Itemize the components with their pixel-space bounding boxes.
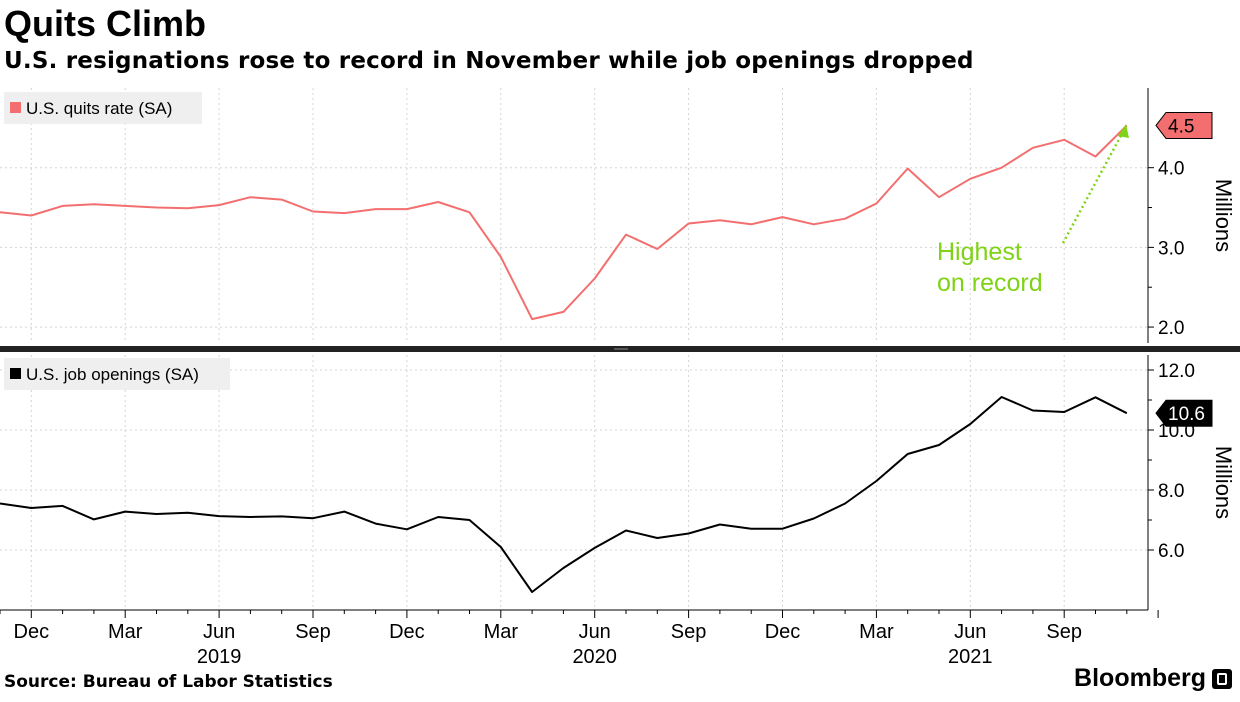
x-year-label: 2020 [572,646,617,668]
chart-subtitle: U.S. resignations rose to record in Nove… [4,48,974,74]
brand-name: Bloomberg [1074,664,1206,692]
x-year-label: 2021 [948,646,993,668]
source-note: Source: Bureau of Labor Statistics [4,672,333,692]
x-tick-label: Jun [954,621,986,643]
y-tick-label-openings: 8.0 [1158,481,1184,502]
brand-logo: Bloomberg [1074,664,1232,693]
chart-title: Quits Climb [4,3,207,44]
x-tick-label: Sep [671,621,707,643]
x-year-label: 2019 [197,646,242,668]
last-value-tag-openings [1155,399,1213,427]
terminal-icon [1212,668,1232,689]
y-axis-title-quits: Millions [1211,179,1236,252]
last-value-label-openings: 10.6 [1168,404,1205,425]
y-tick-label-quits: 4.0 [1158,159,1184,180]
x-tick-label: Dec [765,621,801,643]
x-tick-label: Jun [579,621,611,643]
last-value-tag-quits [1155,111,1213,139]
annotation-text-line2: on record [937,269,1043,297]
legend-label-quits: U.S. quits rate (SA) [26,99,172,118]
legend-swatch-quits [10,102,21,113]
annotation-arrowhead [1118,124,1129,138]
x-tick-label: Mar [859,621,894,643]
annotation-text-line1: Highest [937,238,1022,266]
x-tick-label: Mar [484,621,519,643]
annotation-arrow [1061,129,1126,244]
series-line-quits [0,124,1128,321]
x-tick-label: Mar [108,621,143,643]
y-tick-label-openings: 12.0 [1158,361,1195,382]
legend-box-openings [4,358,230,390]
x-tick-label: Dec [14,621,50,643]
legend-swatch-openings [10,368,21,379]
x-tick-label: Sep [1046,621,1082,643]
last-value-label-quits: 4.5 [1168,116,1194,137]
legend-box-quits [4,92,202,124]
x-tick-label: Dec [389,621,425,643]
legend-label-openings: U.S. job openings (SA) [26,365,199,384]
x-tick-label: Sep [295,621,331,643]
y-tick-label-quits: 3.0 [1158,238,1184,259]
series-line-openings [0,396,1128,593]
y-tick-label-quits: 2.0 [1158,318,1184,339]
x-tick-label: Jun [203,621,235,643]
y-axis-title-openings: Millions [1211,446,1236,519]
y-tick-label-openings: 6.0 [1158,541,1184,562]
